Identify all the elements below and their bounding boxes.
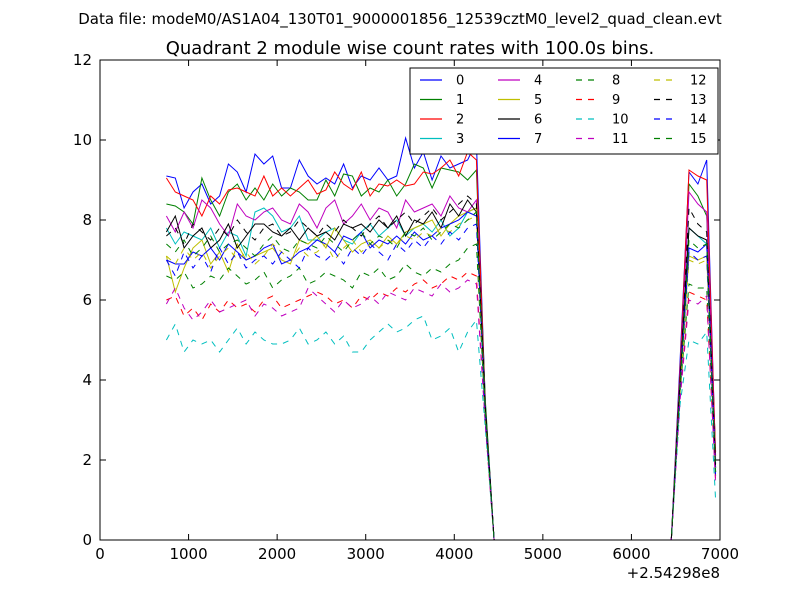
legend-label-2: 2 bbox=[456, 113, 464, 128]
chart-title: Quadrant 2 module wise count rates with … bbox=[166, 38, 655, 59]
y-tick-label: 8 bbox=[82, 211, 92, 229]
legend-label-7: 7 bbox=[534, 132, 542, 147]
legend-label-6: 6 bbox=[534, 113, 542, 128]
x-tick-label: 2000 bbox=[258, 545, 296, 563]
suptitle: Data file: modeM0/AS1A04_130T01_90000018… bbox=[78, 10, 722, 29]
series-line-7 bbox=[166, 211, 717, 541]
series-line-15 bbox=[166, 210, 717, 541]
legend-label-14: 14 bbox=[690, 113, 707, 128]
y-tick-label: 12 bbox=[73, 51, 92, 69]
x-tick-label: 7000 bbox=[701, 545, 739, 563]
legend-box bbox=[409, 67, 719, 155]
y-tick-label: 2 bbox=[82, 451, 92, 469]
x-tick-label: 1000 bbox=[169, 545, 207, 563]
legend-label-8: 8 bbox=[612, 74, 620, 89]
x-tick-label: 6000 bbox=[612, 545, 650, 563]
legend-label-5: 5 bbox=[534, 93, 542, 108]
legend-label-15: 15 bbox=[690, 132, 707, 147]
legend-label-1: 1 bbox=[456, 93, 464, 108]
legend-label-9: 9 bbox=[612, 93, 620, 108]
series-line-2 bbox=[165, 151, 717, 541]
series-line-9 bbox=[166, 271, 717, 541]
y-tick-label: 4 bbox=[82, 371, 92, 389]
x-tick-label: 4000 bbox=[435, 545, 473, 563]
legend-label-13: 13 bbox=[690, 93, 707, 108]
series-line-13 bbox=[166, 195, 717, 541]
series-line-11 bbox=[165, 279, 717, 541]
series-line-3 bbox=[165, 207, 717, 541]
series-line-5 bbox=[165, 207, 717, 541]
plot-axes: 0 1000 2000 3000 4000 5000 6000 7000024681012+2… bbox=[73, 51, 739, 582]
axes-frame bbox=[99, 59, 721, 541]
x-tick-label: 0 bbox=[95, 545, 105, 563]
legend-label-4: 4 bbox=[534, 74, 542, 89]
y-tick-label: 0 bbox=[82, 531, 92, 549]
y-tick-label: 10 bbox=[73, 131, 92, 149]
series-line-0 bbox=[166, 136, 717, 541]
series-line-8 bbox=[166, 243, 717, 541]
series-layer bbox=[165, 136, 717, 541]
legend-label-11: 11 bbox=[612, 132, 629, 147]
series-line-6 bbox=[165, 199, 717, 541]
series-line-14 bbox=[165, 223, 717, 541]
legend-label-3: 3 bbox=[456, 132, 464, 147]
series-line-10 bbox=[165, 315, 717, 541]
series-line-12 bbox=[166, 215, 717, 541]
x-tick-label: 3000 bbox=[347, 545, 385, 563]
x-offset-label: +2.54298e8 bbox=[627, 564, 720, 582]
legend-label-10: 10 bbox=[612, 113, 629, 128]
plot-frame bbox=[99, 59, 721, 541]
legend-label-0: 0 bbox=[456, 74, 464, 89]
legend-label-12: 12 bbox=[690, 74, 707, 89]
x-tick-label: 5000 bbox=[524, 545, 562, 563]
y-tick-label: 6 bbox=[82, 291, 92, 309]
